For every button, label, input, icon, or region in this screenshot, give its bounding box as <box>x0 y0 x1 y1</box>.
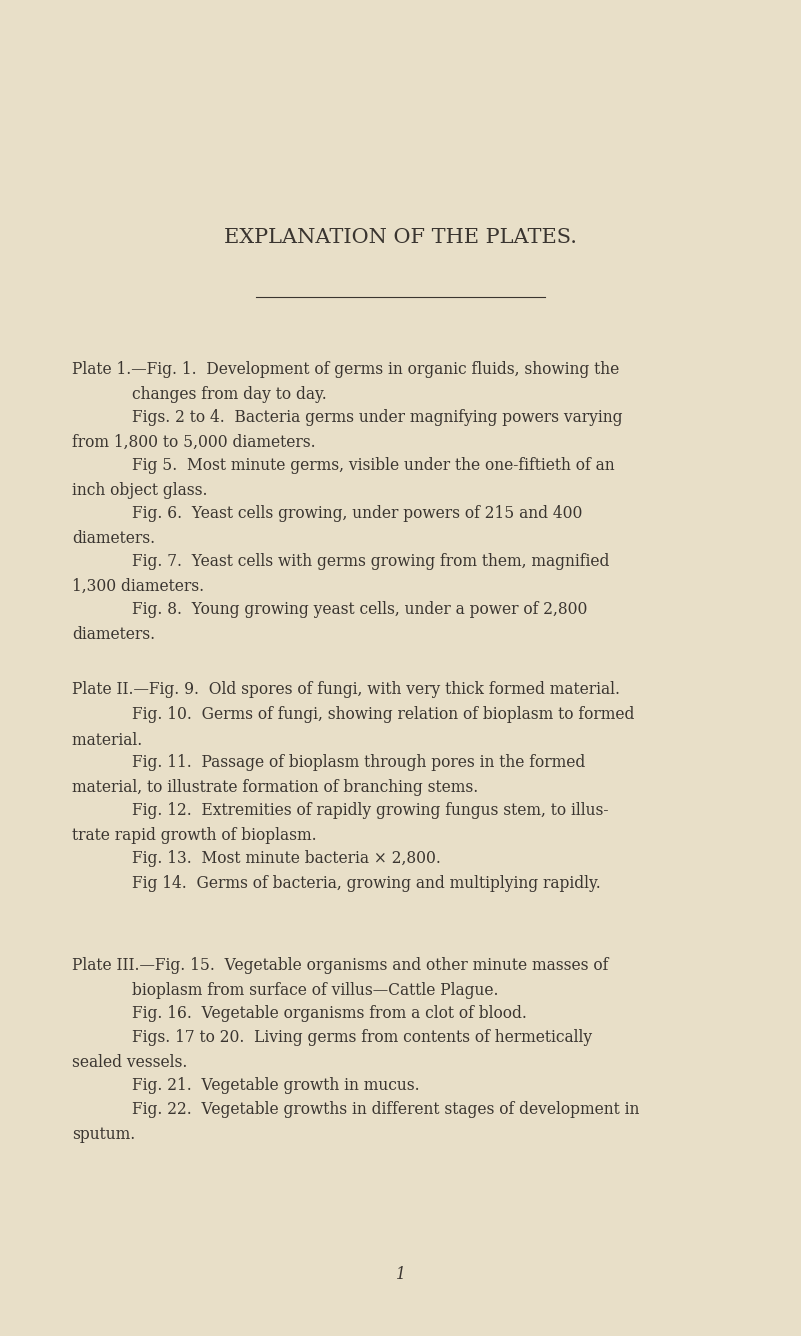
Text: Figs. 2 to 4.  Bacteria germs under magnifying powers varying: Figs. 2 to 4. Bacteria germs under magni… <box>132 409 622 426</box>
Text: Fig. 16.  Vegetable organisms from a clot of blood.: Fig. 16. Vegetable organisms from a clot… <box>132 1005 527 1022</box>
Text: Figs. 17 to 20.  Living germs from contents of hermetically: Figs. 17 to 20. Living germs from conten… <box>132 1029 592 1046</box>
Text: changes from day to day.: changes from day to day. <box>132 386 327 403</box>
Text: Plate 1.—Fig. 1.  Development of germs in organic fluids, showing the: Plate 1.—Fig. 1. Development of germs in… <box>72 361 619 378</box>
Text: Fig. 7.  Yeast cells with germs growing from them, magnified: Fig. 7. Yeast cells with germs growing f… <box>132 553 610 570</box>
Text: Fig. 8.  Young growing yeast cells, under a power of 2,800: Fig. 8. Young growing yeast cells, under… <box>132 601 588 619</box>
Text: 1,300 diameters.: 1,300 diameters. <box>72 578 204 596</box>
Text: bioplasm from surface of villus—Cattle Plague.: bioplasm from surface of villus—Cattle P… <box>132 982 499 999</box>
Text: from 1,800 to 5,000 diameters.: from 1,800 to 5,000 diameters. <box>72 434 316 452</box>
Text: material, to illustrate formation of branching stems.: material, to illustrate formation of bra… <box>72 779 478 796</box>
Text: Plate II.—Fig. 9.  Old spores of fungi, with very thick formed material.: Plate II.—Fig. 9. Old spores of fungi, w… <box>72 681 620 699</box>
Text: sealed vessels.: sealed vessels. <box>72 1054 187 1071</box>
Text: trate rapid growth of bioplasm.: trate rapid growth of bioplasm. <box>72 827 316 844</box>
Text: diameters.: diameters. <box>72 530 155 548</box>
Text: Fig 14.  Germs of bacteria, growing and multiplying rapidly.: Fig 14. Germs of bacteria, growing and m… <box>132 875 601 892</box>
Text: Fig. 10.  Germs of fungi, showing relation of bioplasm to formed: Fig. 10. Germs of fungi, showing relatio… <box>132 707 634 724</box>
Text: sputum.: sputum. <box>72 1126 135 1144</box>
Text: Fig. 21.  Vegetable growth in mucus.: Fig. 21. Vegetable growth in mucus. <box>132 1077 420 1094</box>
Text: Fig. 22.  Vegetable growths in different stages of development in: Fig. 22. Vegetable growths in different … <box>132 1101 639 1118</box>
Text: Fig 5.  Most minute germs, visible under the one-fiftieth of an: Fig 5. Most minute germs, visible under … <box>132 457 615 474</box>
Text: Plate III.—Fig. 15.  Vegetable organisms and other minute masses of: Plate III.—Fig. 15. Vegetable organisms … <box>72 957 609 974</box>
Text: Fig. 11.  Passage of bioplasm through pores in the formed: Fig. 11. Passage of bioplasm through por… <box>132 754 586 771</box>
Text: Fig. 13.  Most minute bacteria × 2,800.: Fig. 13. Most minute bacteria × 2,800. <box>132 850 441 867</box>
Text: material.: material. <box>72 732 147 748</box>
Text: diameters.: diameters. <box>72 627 155 644</box>
Text: 1: 1 <box>396 1267 405 1283</box>
Text: EXPLANATION OF THE PLATES.: EXPLANATION OF THE PLATES. <box>224 228 577 247</box>
Text: Fig. 6.  Yeast cells growing, under powers of 215 and 400: Fig. 6. Yeast cells growing, under power… <box>132 505 582 522</box>
Text: inch object glass.: inch object glass. <box>72 482 207 500</box>
Text: Fig. 12.  Extremities of rapidly growing fungus stem, to illus-: Fig. 12. Extremities of rapidly growing … <box>132 802 609 819</box>
